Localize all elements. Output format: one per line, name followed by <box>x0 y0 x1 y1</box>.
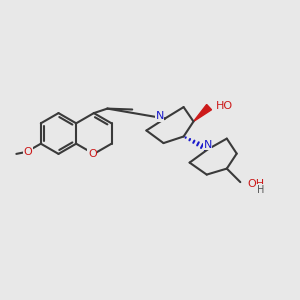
Text: OH: OH <box>248 178 265 189</box>
Text: N: N <box>155 111 164 121</box>
Text: H: H <box>257 184 264 195</box>
Text: O: O <box>24 147 32 157</box>
Text: O: O <box>88 149 97 159</box>
Polygon shape <box>194 104 211 122</box>
Text: HO: HO <box>216 100 233 111</box>
Text: N: N <box>203 140 212 150</box>
